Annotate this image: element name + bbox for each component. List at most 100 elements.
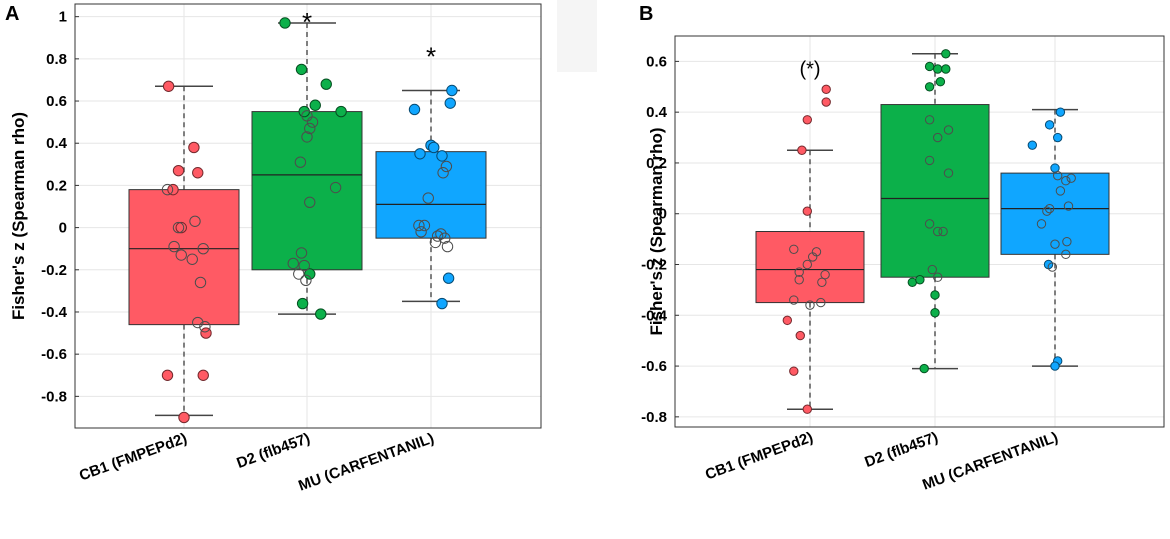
data-point-open (789, 295, 799, 305)
box-group-1 (755, 149, 865, 410)
data-point-open (435, 228, 447, 240)
data-point-open (298, 259, 310, 272)
box-group-3 (375, 89, 487, 303)
data-point-open (943, 125, 954, 135)
data-point (162, 80, 175, 92)
data-point-open (429, 236, 442, 249)
significance-annotation: * (426, 41, 436, 71)
data-point (444, 97, 456, 109)
data-point-open (1044, 203, 1055, 214)
data-point (436, 150, 448, 162)
data-point-open (794, 275, 804, 285)
significance-annotation: * (302, 7, 312, 37)
plot-frame-a (74, 3, 542, 429)
y-axis-label-a: Fisher's z (Spearman rho) (9, 112, 28, 320)
data-point-open (1047, 262, 1058, 272)
panel-a-letter: A (5, 3, 19, 25)
boxes-b (755, 53, 1110, 410)
data-point-open (329, 181, 342, 194)
data-point (161, 369, 174, 381)
data-point-open (794, 267, 804, 277)
data-point-open (933, 226, 943, 237)
data-point-open (933, 272, 943, 282)
data-point (320, 78, 332, 90)
data-point-open (1062, 236, 1072, 247)
boxes-a (128, 22, 487, 417)
data-point (192, 167, 204, 179)
data-point-open (1036, 219, 1047, 229)
data-point (924, 61, 935, 72)
x-category-label: D2 (flb457) (234, 430, 312, 472)
y-tick-label: 0.4 (46, 135, 68, 152)
plot-frame-b (674, 35, 1165, 428)
y-tick-label: -0.8 (641, 409, 667, 426)
data-point (304, 268, 316, 280)
x-category-label: CB1 (FMPEPd2) (77, 430, 189, 485)
y-tick-label: -0.8 (41, 388, 67, 405)
data-point (795, 330, 805, 341)
data-point (295, 63, 308, 76)
data-point (1055, 107, 1066, 117)
data-point-open (306, 116, 319, 128)
panel-b-letter: B (639, 3, 653, 25)
y-tick-label: -0.6 (41, 346, 67, 363)
box-iqr (128, 189, 240, 326)
data-point-open (415, 226, 427, 238)
data-point (1027, 140, 1038, 150)
y-ticks-b: -0.8 -0.6 -0.4 -0.2 0 0.2 0.4 0.6 (641, 53, 679, 426)
data-point-open (816, 297, 826, 308)
data-point-open (1061, 249, 1071, 260)
data-point-open (418, 219, 431, 232)
data-point-open (820, 269, 830, 280)
data-point-open (1053, 170, 1063, 181)
data-point (930, 308, 940, 318)
data-point-open (439, 232, 451, 244)
data-point-open (295, 247, 308, 259)
data-point (414, 148, 426, 160)
box-iqr (375, 151, 487, 239)
box-group-2 (251, 22, 363, 315)
data-point-open (293, 268, 305, 280)
data-point (933, 64, 943, 74)
data-point-open (175, 249, 187, 261)
background-shade (557, 0, 597, 72)
data-point-open (933, 132, 943, 143)
data-point-open (431, 230, 444, 242)
data-point (408, 103, 421, 116)
box-iqr (1000, 172, 1110, 255)
data-point-open (1055, 186, 1066, 196)
data-point-open (1050, 239, 1060, 249)
points-b (782, 49, 1076, 414)
data-point (821, 97, 831, 107)
data-point (919, 363, 929, 374)
y-ticks-a: -0.8 -0.6 -0.4 -0.2 0 0.2 0.4 0.6 0.8 1 (41, 9, 79, 405)
y-tick-label: 1 (59, 9, 67, 26)
data-point-open (1066, 173, 1076, 183)
box-iqr (755, 231, 865, 304)
data-point-open (304, 122, 316, 135)
data-point-open (924, 155, 935, 166)
data-point (802, 206, 812, 216)
data-point (802, 115, 812, 125)
data-point-open (805, 300, 815, 310)
y-tick-label: 0.2 (646, 155, 667, 172)
x-categories-a: CB1 (FMPEPd2) D2 (flb457)MU (CARFENTANIL) (77, 430, 436, 495)
data-point (175, 221, 187, 234)
data-point-open (924, 115, 935, 125)
box-group-3 (1000, 108, 1110, 367)
x-category-label: D2 (flb457) (862, 429, 940, 471)
data-point (442, 272, 455, 284)
data-point (1053, 132, 1063, 143)
data-point (802, 404, 812, 414)
data-point (941, 64, 951, 74)
data-point-open (304, 196, 316, 208)
data-point (178, 411, 190, 424)
panel-b: B -0.8 -0.6 -0.4 -0.2 0 0.2 0.4 0.6 CB1 (FMPEPd… (639, 3, 1165, 494)
y-tick-label: 0.6 (46, 93, 67, 110)
y-tick-label: 0.4 (646, 104, 668, 121)
data-point (924, 82, 935, 92)
data-point-open (287, 257, 299, 270)
data-point-open (422, 192, 434, 204)
x-category-label: MU (CARFENTANIL) (296, 430, 436, 495)
